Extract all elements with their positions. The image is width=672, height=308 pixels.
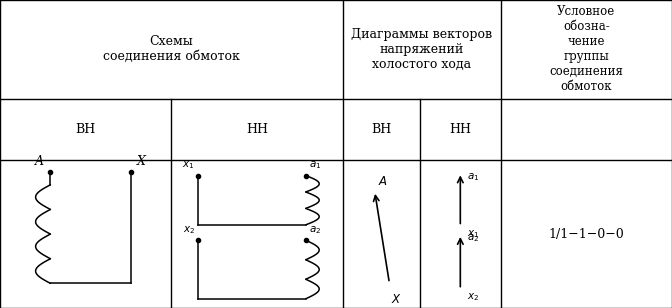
Text: $x_1$: $x_1$ (183, 159, 195, 171)
Text: ВН: ВН (371, 123, 392, 136)
Text: $x_2$: $x_2$ (183, 224, 195, 236)
Text: $A$: $A$ (378, 175, 388, 188)
Text: $x_1$: $x_1$ (467, 228, 479, 240)
Text: A: A (35, 155, 44, 168)
Text: Схемы
соединения обмоток: Схемы соединения обмоток (103, 35, 240, 63)
Text: $x_2$: $x_2$ (467, 291, 479, 303)
Text: $a_2$: $a_2$ (467, 233, 479, 244)
Text: X: X (136, 155, 145, 168)
Text: ВН: ВН (75, 123, 96, 136)
Text: $a_2$: $a_2$ (309, 224, 321, 236)
Text: Условное
обозна-
чение
группы
соединения
обмоток: Условное обозна- чение группы соединения… (550, 5, 623, 93)
Text: Диаграммы векторов
напряжений
холостого хода: Диаграммы векторов напряжений холостого … (351, 28, 493, 71)
Text: НН: НН (246, 123, 268, 136)
Text: НН: НН (450, 123, 471, 136)
Text: $X$: $X$ (391, 293, 403, 306)
Text: $a_1$: $a_1$ (309, 159, 321, 171)
Text: 1/1−1−0−0: 1/1−1−0−0 (548, 228, 624, 241)
Text: $a_1$: $a_1$ (467, 171, 479, 183)
